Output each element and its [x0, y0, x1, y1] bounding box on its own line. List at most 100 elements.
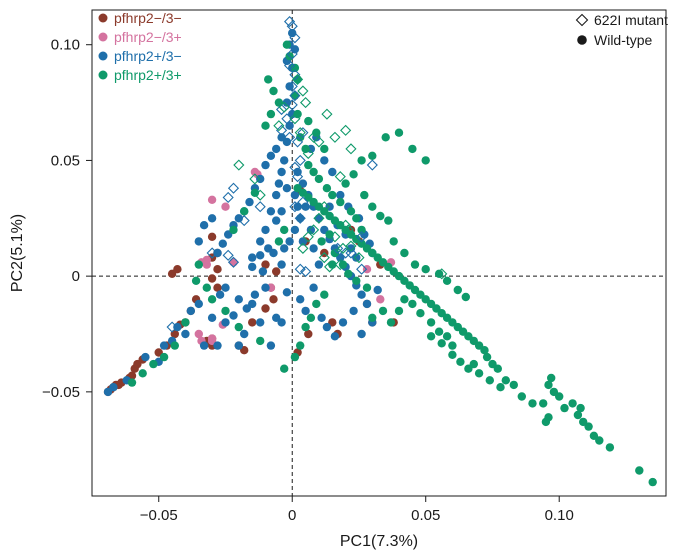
point-wildtype-series-1 — [202, 255, 211, 265]
point-mutant-series-2 — [356, 231, 368, 243]
point-wildtype-series-3 — [589, 431, 599, 440]
point-wildtype-series-3 — [528, 399, 537, 408]
point-mutant-series-2 — [281, 113, 293, 125]
point-wildtype-series-3 — [266, 109, 276, 119]
point-wildtype-series-1 — [207, 336, 217, 346]
point-wildtype-series-2 — [373, 285, 382, 295]
point-mutant-series-3 — [291, 73, 304, 86]
point-wildtype-series-3 — [304, 116, 313, 126]
point-wildtype-series-2 — [357, 329, 366, 339]
point-mutant-series-2 — [294, 263, 306, 275]
point-wildtype-series-2 — [245, 197, 254, 207]
point-wildtype-series-3 — [194, 260, 203, 269]
point-mutant-series-2 — [340, 247, 352, 259]
point-mutant-series-2 — [297, 196, 309, 208]
point-wildtype-series-3 — [394, 306, 404, 316]
point-wildtype-series-1 — [221, 202, 230, 211]
point-mutant-series-3 — [334, 171, 346, 183]
point-wildtype-series-3 — [170, 341, 179, 350]
y-tick-label: 0 — [72, 268, 80, 285]
point-wildtype-series-3 — [296, 341, 305, 350]
point-wildtype-series-2 — [314, 214, 324, 223]
data-points — [103, 15, 657, 487]
point-wildtype-series-2 — [221, 318, 230, 327]
point-wildtype-series-0 — [213, 283, 222, 292]
point-mutant-series-2 — [345, 247, 357, 259]
point-wildtype-series-2 — [314, 260, 324, 269]
point-wildtype-series-3 — [461, 292, 470, 302]
point-wildtype-series-3 — [338, 260, 348, 269]
point-wildtype-series-2 — [221, 283, 230, 292]
group-legend: pfhrp2−/3− pfhrp2−/3+ pfhrp2+/3− pfhrp2+/3+ — [98, 10, 182, 83]
point-wildtype-series-0 — [248, 318, 257, 327]
point-wildtype-series-2 — [242, 304, 251, 313]
point-wildtype-series-0 — [207, 274, 217, 283]
y-axis-label: PC2(5.1%) — [9, 214, 26, 292]
point-wildtype-series-3 — [456, 357, 465, 366]
point-wildtype-series-3 — [400, 295, 409, 304]
point-mutant-series-3 — [436, 268, 448, 280]
point-wildtype-series-2 — [290, 225, 300, 235]
legend-marker — [98, 32, 108, 42]
point-wildtype-series-2 — [285, 237, 294, 246]
point-wildtype-series-2 — [103, 387, 113, 397]
point-wildtype-series-2 — [266, 151, 276, 160]
reference-lines — [92, 10, 666, 496]
point-wildtype-series-2 — [194, 299, 203, 309]
point-wildtype-series-2 — [277, 207, 286, 216]
point-wildtype-series-3 — [408, 144, 417, 154]
point-wildtype-series-3 — [301, 322, 310, 332]
point-wildtype-series-3 — [434, 327, 444, 336]
point-wildtype-series-3 — [312, 299, 321, 309]
x-axis: −0.05 0 0.05 0.10 — [140, 496, 574, 524]
point-mutant-series-2 — [166, 321, 178, 333]
point-mutant-series-3 — [289, 113, 301, 125]
point-wildtype-series-3 — [573, 410, 583, 420]
point-wildtype-series-3 — [357, 156, 366, 165]
point-wildtype-series-1 — [376, 295, 385, 304]
point-wildtype-series-3 — [386, 318, 396, 327]
point-wildtype-series-3 — [448, 350, 457, 359]
point-mutant-series-2 — [227, 256, 240, 268]
shape-legend-label: Wild-type — [594, 32, 653, 48]
x-tick-label: −0.05 — [140, 507, 178, 524]
point-wildtype-series-3 — [221, 306, 230, 316]
y-tick-label: −0.05 — [42, 384, 80, 401]
point-wildtype-series-3 — [309, 167, 318, 177]
point-wildtype-series-3 — [202, 283, 211, 292]
point-wildtype-series-3 — [485, 376, 494, 385]
point-wildtype-series-2 — [109, 383, 118, 392]
point-wildtype-series-2 — [234, 295, 243, 304]
point-wildtype-series-3 — [330, 248, 340, 258]
point-wildtype-series-2 — [296, 295, 305, 304]
legend-marker — [98, 70, 108, 80]
point-wildtype-series-0 — [261, 260, 270, 269]
point-mutant-series-2 — [283, 131, 296, 143]
point-wildtype-series-3 — [408, 299, 417, 309]
point-wildtype-series-1 — [194, 329, 203, 339]
point-wildtype-series-3 — [290, 63, 300, 73]
point-wildtype-series-3 — [539, 399, 548, 408]
point-mutant-series-2 — [222, 249, 234, 261]
point-wildtype-series-0 — [328, 318, 337, 327]
point-wildtype-series-3 — [234, 322, 243, 332]
point-wildtype-series-2 — [256, 318, 265, 327]
legend-label: pfhrp2+/3+ — [114, 67, 182, 83]
point-wildtype-series-2 — [261, 225, 270, 235]
point-mutant-series-3 — [340, 124, 352, 136]
point-wildtype-series-2 — [282, 184, 292, 193]
point-wildtype-series-3 — [501, 376, 510, 385]
point-mutant-series-3 — [302, 147, 314, 160]
point-mutant-series-3 — [337, 242, 349, 254]
point-mutant-series-2 — [289, 161, 301, 173]
point-mutant-series-2 — [356, 263, 368, 275]
point-wildtype-series-2 — [213, 341, 222, 350]
point-wildtype-series-2 — [186, 306, 195, 316]
x-axis-label: PC1(7.3%) — [340, 533, 418, 550]
y-axis: −0.05 0 0.05 0.10 — [42, 37, 92, 401]
point-mutant-series-2 — [206, 247, 218, 259]
shape-legend: 622I mutant Wild-type — [575, 12, 668, 48]
point-wildtype-series-3 — [368, 313, 377, 322]
point-wildtype-series-2 — [338, 318, 348, 327]
point-wildtype-series-3 — [207, 295, 217, 304]
